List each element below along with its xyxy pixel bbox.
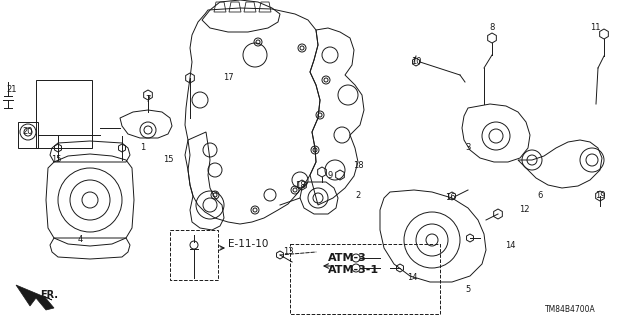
Text: 14: 14 (505, 241, 515, 250)
Text: 16: 16 (445, 194, 455, 203)
Text: 20: 20 (23, 128, 33, 137)
Text: 14: 14 (407, 273, 417, 283)
Text: 21: 21 (7, 85, 17, 94)
Text: 7: 7 (145, 95, 150, 105)
Text: 5: 5 (465, 286, 470, 294)
Bar (18, 122, 38, 148)
Text: 4: 4 (77, 235, 83, 244)
Polygon shape (16, 285, 54, 310)
Text: 6: 6 (538, 190, 543, 199)
Text: TM84B4700A: TM84B4700A (545, 306, 596, 315)
Bar (170, 230, 218, 280)
Bar (290, 244, 440, 314)
Text: 8: 8 (490, 24, 495, 33)
Text: 18: 18 (294, 182, 305, 190)
Text: ATM-3: ATM-3 (328, 253, 367, 263)
Text: 1: 1 (140, 144, 146, 152)
Text: ATM-3-1: ATM-3-1 (328, 265, 379, 275)
Text: 17: 17 (223, 73, 234, 83)
Text: E-11-10: E-11-10 (228, 239, 268, 249)
Text: FR.: FR. (40, 290, 58, 300)
Text: 3: 3 (465, 144, 470, 152)
Bar (36, 80, 92, 148)
Text: 10: 10 (411, 57, 421, 66)
Text: 13: 13 (283, 248, 293, 256)
Text: 18: 18 (353, 161, 364, 170)
Text: 9: 9 (328, 170, 333, 180)
Text: 12: 12 (519, 205, 529, 214)
Text: 11: 11 (589, 24, 600, 33)
Text: 15: 15 (163, 155, 173, 165)
Text: 15: 15 (51, 155, 61, 165)
Text: 2: 2 (355, 191, 360, 201)
Text: 19: 19 (595, 191, 605, 201)
